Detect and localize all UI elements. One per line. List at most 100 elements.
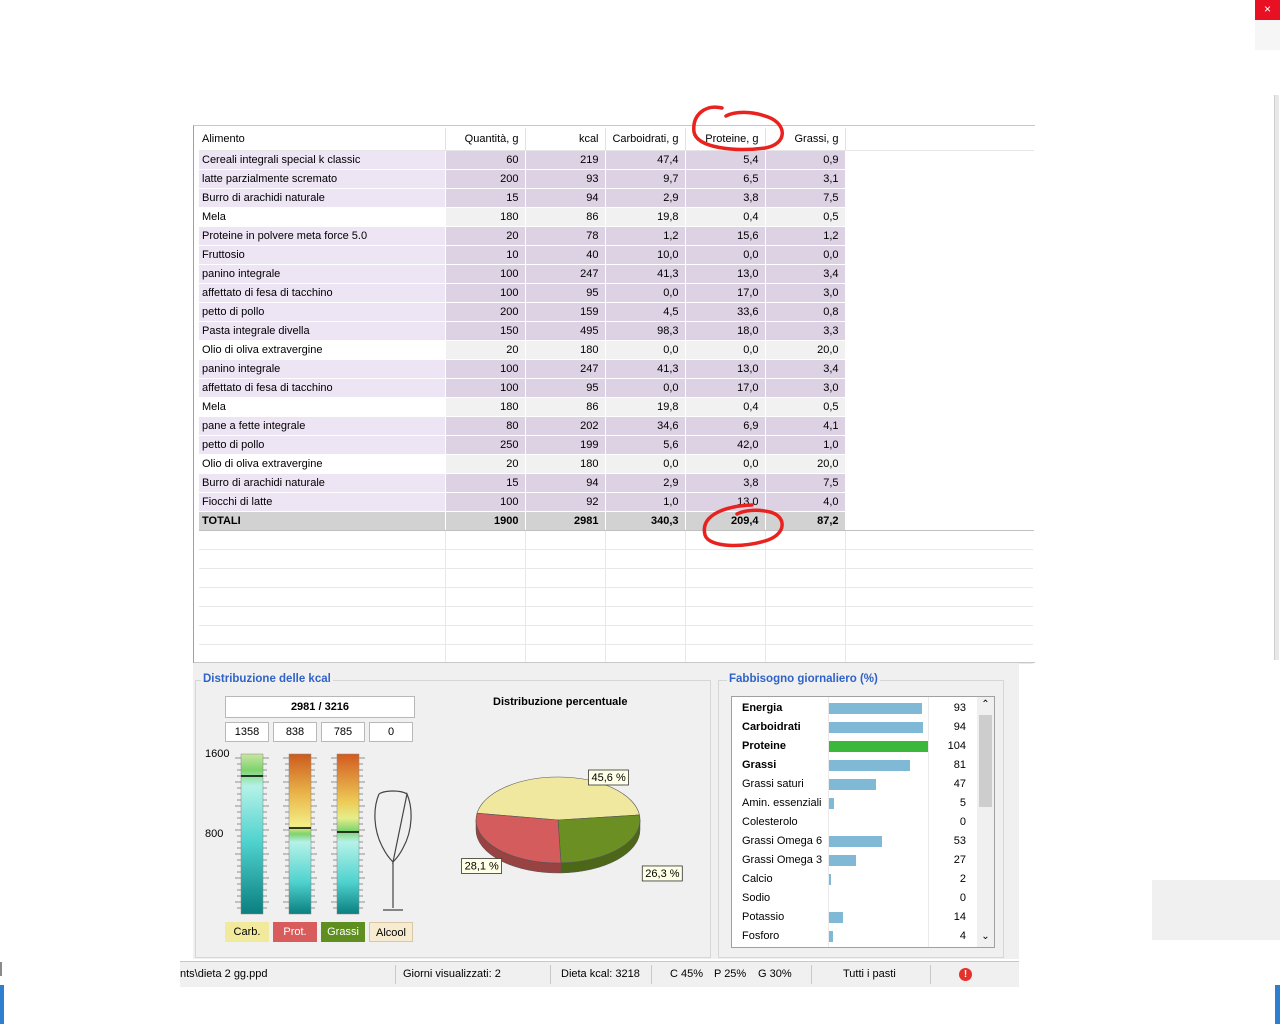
cell-qty[interactable]: 150 bbox=[445, 321, 526, 341]
status-meals[interactable]: Tutti i pasti bbox=[843, 968, 896, 980]
cell-qty[interactable]: 10 bbox=[445, 245, 526, 265]
cell-prot[interactable]: 13,0 bbox=[685, 359, 766, 379]
scroll-down-icon[interactable]: ⌄ bbox=[981, 931, 990, 942]
cell-carb[interactable]: 98,3 bbox=[605, 321, 686, 341]
cell-qty[interactable]: 15 bbox=[445, 473, 526, 493]
col-header-grassi[interactable]: Grassi, g bbox=[765, 128, 846, 151]
cell-kcal[interactable]: 94 bbox=[525, 188, 606, 208]
table-row[interactable]: Mela 180 86 19,8 0,4 0,5 bbox=[199, 397, 1034, 417]
cell-carb[interactable]: 0,0 bbox=[605, 283, 686, 303]
cell-food-name[interactable]: Burro di arachidi naturale bbox=[199, 188, 446, 208]
cell-fat[interactable]: 0,5 bbox=[765, 397, 846, 417]
cell-food-name[interactable]: Burro di arachidi naturale bbox=[199, 473, 446, 493]
table-row[interactable]: petto di pollo 200 159 4,5 33,6 0,8 bbox=[199, 302, 1034, 322]
cell-qty[interactable]: 60 bbox=[445, 150, 526, 170]
cell-carb[interactable]: 2,9 bbox=[605, 473, 686, 493]
table-row[interactable]: Burro di arachidi naturale 15 94 2,9 3,8 7,5 bbox=[199, 188, 1034, 208]
cell-carb[interactable]: 19,8 bbox=[605, 207, 686, 227]
cell-fat[interactable]: 3,0 bbox=[765, 378, 846, 398]
need-row[interactable]: Calcio 2 bbox=[732, 870, 978, 889]
cell-carb[interactable]: 1,0 bbox=[605, 492, 686, 512]
table-row[interactable]: Olio di oliva extravergine 20 180 0,0 0,0 20,… bbox=[199, 340, 1034, 360]
cell-prot[interactable]: 0,4 bbox=[685, 397, 766, 417]
table-row[interactable]: Olio di oliva extravergine 20 180 0,0 0,0 20,… bbox=[199, 454, 1034, 474]
cell-fat[interactable]: 1,0 bbox=[765, 435, 846, 455]
cell-food-name[interactable]: Olio di oliva extravergine bbox=[199, 454, 446, 474]
table-row[interactable]: panino integrale 100 247 41,3 13,0 3,4 bbox=[199, 264, 1034, 284]
table-row[interactable]: Mela 180 86 19,8 0,4 0,5 bbox=[199, 207, 1034, 227]
need-row[interactable]: Proteine 104 bbox=[732, 737, 978, 756]
cell-food-name[interactable]: petto di pollo bbox=[199, 302, 446, 322]
cell-carb[interactable]: 0,0 bbox=[605, 340, 686, 360]
cell-kcal[interactable]: 93 bbox=[525, 169, 606, 189]
table-row[interactable]: petto di pollo 250 199 5,6 42,0 1,0 bbox=[199, 435, 1034, 455]
cell-fat[interactable]: 3,4 bbox=[765, 359, 846, 379]
cell-qty[interactable]: 100 bbox=[445, 359, 526, 379]
cell-kcal[interactable]: 78 bbox=[525, 226, 606, 246]
cell-fat[interactable]: 0,8 bbox=[765, 302, 846, 322]
cell-fat[interactable]: 7,5 bbox=[765, 473, 846, 493]
cell-prot[interactable]: 0,4 bbox=[685, 207, 766, 227]
need-row[interactable]: Grassi Omega 6 53 bbox=[732, 832, 978, 851]
cell-prot[interactable]: 17,0 bbox=[685, 378, 766, 398]
cell-qty[interactable]: 180 bbox=[445, 397, 526, 417]
cell-kcal[interactable]: 247 bbox=[525, 264, 606, 284]
cell-qty[interactable]: 100 bbox=[445, 492, 526, 512]
need-row[interactable]: Colesterolo 0 bbox=[732, 813, 978, 832]
cell-qty[interactable]: 250 bbox=[445, 435, 526, 455]
cell-kcal[interactable]: 199 bbox=[525, 435, 606, 455]
error-icon[interactable]: ! bbox=[959, 968, 972, 981]
cell-prot[interactable]: 3,8 bbox=[685, 188, 766, 208]
cell-food-name[interactable]: panino integrale bbox=[199, 359, 446, 379]
cell-prot[interactable]: 15,6 bbox=[685, 226, 766, 246]
cell-carb[interactable]: 0,0 bbox=[605, 378, 686, 398]
table-row[interactable]: Proteine in polvere meta force 5.0 20 78 1,… bbox=[199, 226, 1034, 246]
cell-fat[interactable]: 4,0 bbox=[765, 492, 846, 512]
cell-fat[interactable]: 20,0 bbox=[765, 340, 846, 360]
cell-food-name[interactable]: Proteine in polvere meta force 5.0 bbox=[199, 226, 446, 246]
cell-carb[interactable]: 10,0 bbox=[605, 245, 686, 265]
need-row[interactable]: Grassi 81 bbox=[732, 756, 978, 775]
need-row[interactable]: Grassi Omega 3 27 bbox=[732, 851, 978, 870]
need-row[interactable]: Sodio 0 bbox=[732, 889, 978, 908]
needs-scrollbar[interactable]: ⌃ ⌄ bbox=[977, 697, 994, 947]
cell-food-name[interactable]: Pasta integrale divella bbox=[199, 321, 446, 341]
cell-food-name[interactable]: Fruttosio bbox=[199, 245, 446, 265]
cell-qty[interactable]: 180 bbox=[445, 207, 526, 227]
cell-carb[interactable]: 9,7 bbox=[605, 169, 686, 189]
table-row[interactable]: Cereali integrali special k classic 60 219… bbox=[199, 150, 1034, 170]
cell-kcal[interactable]: 202 bbox=[525, 416, 606, 436]
cell-kcal[interactable]: 86 bbox=[525, 207, 606, 227]
need-row[interactable]: Energia 93 bbox=[732, 699, 978, 718]
cell-kcal[interactable]: 95 bbox=[525, 283, 606, 303]
scroll-thumb[interactable] bbox=[979, 715, 992, 807]
cell-fat[interactable]: 20,0 bbox=[765, 454, 846, 474]
cell-prot[interactable]: 17,0 bbox=[685, 283, 766, 303]
cell-kcal[interactable]: 219 bbox=[525, 150, 606, 170]
scroll-up-icon[interactable]: ⌃ bbox=[981, 699, 990, 710]
cell-kcal[interactable]: 247 bbox=[525, 359, 606, 379]
cell-food-name[interactable]: Mela bbox=[199, 207, 446, 227]
cell-prot[interactable]: 0,0 bbox=[685, 454, 766, 474]
cell-food-name[interactable]: pane a fette integrale bbox=[199, 416, 446, 436]
table-row[interactable]: affettato di fesa di tacchino 100 95 0,0 17,… bbox=[199, 378, 1034, 398]
cell-qty[interactable]: 20 bbox=[445, 454, 526, 474]
cell-fat[interactable]: 3,0 bbox=[765, 283, 846, 303]
need-row[interactable]: Amin. essenziali 5 bbox=[732, 794, 978, 813]
cell-prot[interactable]: 33,6 bbox=[685, 302, 766, 322]
cell-carb[interactable]: 47,4 bbox=[605, 150, 686, 170]
need-row[interactable]: Carboidrati 94 bbox=[732, 718, 978, 737]
table-row[interactable]: Pasta integrale divella 150 495 98,3 18,0 3,3 bbox=[199, 321, 1034, 341]
col-header-alimento[interactable]: Alimento bbox=[199, 128, 446, 151]
cell-food-name[interactable]: Cereali integrali special k classic bbox=[199, 150, 446, 170]
cell-qty[interactable]: 80 bbox=[445, 416, 526, 436]
cell-kcal[interactable]: 40 bbox=[525, 245, 606, 265]
cell-prot[interactable]: 5,4 bbox=[685, 150, 766, 170]
cell-food-name[interactable]: petto di pollo bbox=[199, 435, 446, 455]
cell-prot[interactable]: 42,0 bbox=[685, 435, 766, 455]
cell-qty[interactable]: 100 bbox=[445, 283, 526, 303]
cell-carb[interactable]: 19,8 bbox=[605, 397, 686, 417]
cell-prot[interactable]: 6,5 bbox=[685, 169, 766, 189]
cell-food-name[interactable]: Olio di oliva extravergine bbox=[199, 340, 446, 360]
cell-carb[interactable]: 4,5 bbox=[605, 302, 686, 322]
